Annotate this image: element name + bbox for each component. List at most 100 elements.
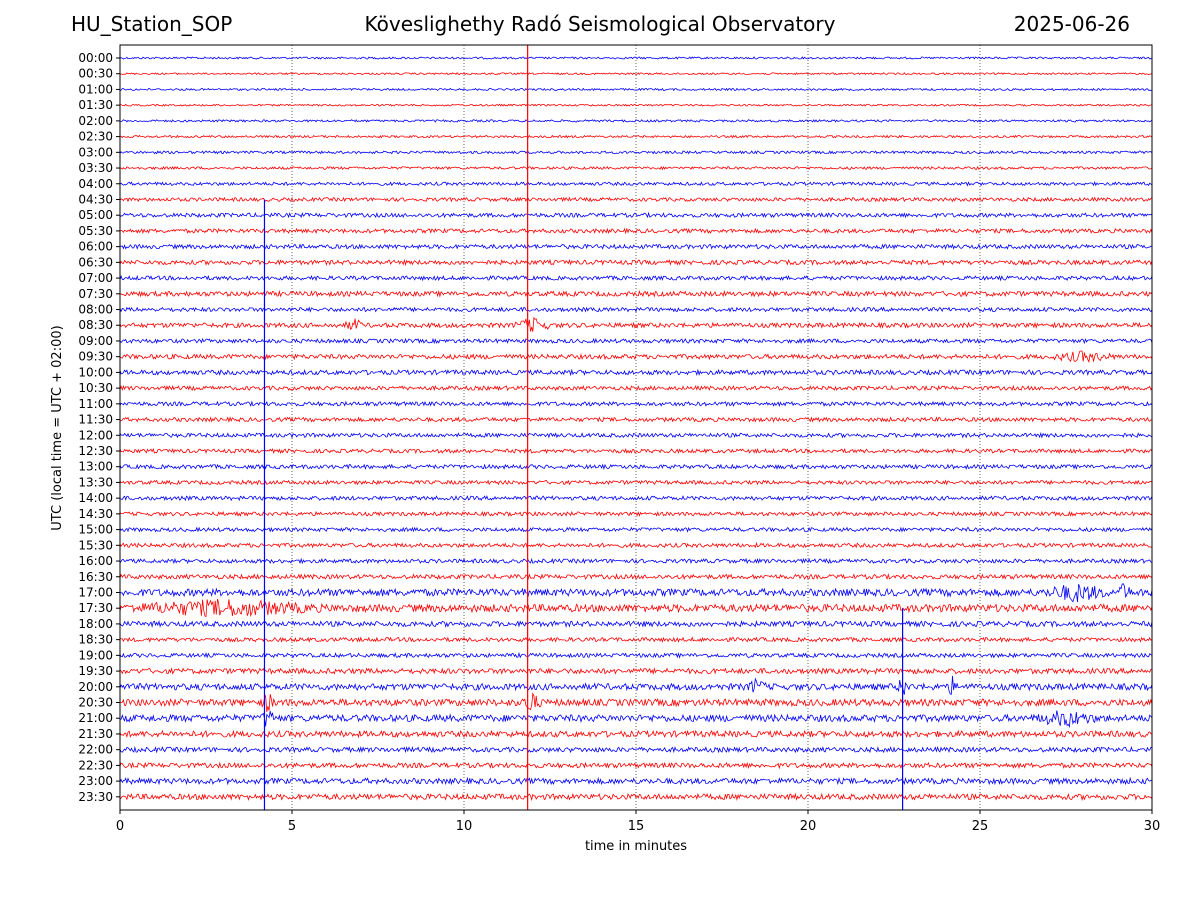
trace-row-0130 — [119, 103, 1153, 107]
chart-title: Köveslighethy Radó Seismological Observa… — [364, 12, 836, 36]
y-tick-label: 10:30 — [78, 381, 113, 395]
y-tick-label: 16:00 — [78, 554, 113, 568]
y-tick-label: 04:00 — [78, 177, 113, 191]
y-tick-label: 04:30 — [78, 192, 113, 206]
trace-row-1630 — [119, 573, 1153, 581]
y-tick-label: 03:30 — [78, 161, 113, 175]
y-tick-label: 15:00 — [78, 523, 113, 537]
trace-row-1400 — [119, 495, 1153, 502]
trace-row-2300 — [119, 776, 1153, 786]
y-tick-label: 14:30 — [78, 507, 113, 521]
y-tick-label: 23:30 — [78, 790, 113, 804]
trace-row-0400 — [119, 181, 1153, 187]
x-tick-label: 30 — [1144, 819, 1161, 834]
trace-row-1300 — [119, 463, 1153, 471]
y-tick-label: 21:00 — [78, 711, 113, 725]
y-tick-label: 19:30 — [78, 664, 113, 678]
y-tick-label: 13:30 — [78, 475, 113, 489]
trace-row-1930 — [119, 667, 1153, 675]
y-tick-label: 07:00 — [78, 271, 113, 285]
y-tick-label: 11:00 — [78, 397, 113, 411]
trace-row-0200 — [119, 119, 1153, 123]
y-tick-label: 02:00 — [78, 114, 113, 128]
y-tick-label: 06:30 — [78, 255, 113, 269]
x-tick-labels: 0 5 10 15 20 25 30 — [116, 810, 1160, 834]
trace-row-0100 — [119, 87, 1153, 92]
y-tick-label: 11:30 — [78, 413, 113, 427]
trace-row-2100 — [119, 710, 1153, 728]
y-tick-label: 03:00 — [78, 145, 113, 159]
y-tick-label: 18:30 — [78, 633, 113, 647]
y-tick-label: 12:00 — [78, 428, 113, 442]
trace-row-1730 — [119, 598, 1153, 618]
trace-row-0700 — [119, 274, 1153, 282]
trace-row-0030 — [119, 72, 1153, 76]
y-tick-label: 16:30 — [78, 570, 113, 584]
y-tick-label: 08:30 — [78, 318, 113, 332]
trace-row-0730 — [119, 289, 1153, 298]
y-tick-label: 19:00 — [78, 648, 113, 662]
grid-lines — [291, 45, 981, 810]
trace-row-0830 — [119, 316, 1153, 332]
y-tick-label: 08:00 — [78, 303, 113, 317]
y-tick-label: 17:00 — [78, 585, 113, 599]
trace-row-1500 — [119, 526, 1153, 533]
y-axis-label: UTC (local time = UTC + 02:00) — [50, 325, 65, 530]
trace-row-0530 — [119, 227, 1153, 235]
y-tick-label: 05:30 — [78, 224, 113, 238]
y-tick-label: 02:30 — [78, 130, 113, 144]
trace-row-1030 — [119, 384, 1153, 392]
y-tick-label: 22:00 — [78, 743, 113, 757]
trace-row-1800 — [119, 619, 1153, 628]
y-tick-label: 09:30 — [78, 350, 113, 364]
trace-row-1430 — [119, 510, 1153, 517]
y-tick-label: 18:00 — [78, 617, 113, 631]
y-tick-label: 22:30 — [78, 758, 113, 772]
y-tick-label: 20:00 — [78, 680, 113, 694]
trace-row-2130 — [119, 729, 1152, 739]
trace-row-1200 — [119, 432, 1153, 439]
trace-row-0900 — [119, 337, 1153, 345]
x-tick-label: 10 — [456, 819, 473, 834]
y-tick-label: 10:00 — [78, 365, 113, 379]
trace-row-1330 — [119, 479, 1153, 486]
trace-row-1700 — [119, 583, 1153, 603]
y-tick-label: 06:00 — [78, 240, 113, 254]
y-tick-label: 17:30 — [78, 601, 113, 615]
y-tick-label: 12:30 — [78, 444, 113, 458]
trace-row-1530 — [119, 541, 1153, 549]
x-tick-label: 5 — [288, 819, 296, 834]
trace-row-0000 — [119, 56, 1153, 60]
trace-row-0930 — [119, 350, 1153, 364]
trace-row-0630 — [119, 258, 1153, 266]
trace-row-0300 — [119, 150, 1153, 155]
trace-row-1600 — [119, 557, 1153, 565]
date-label: 2025-06-26 — [1013, 12, 1130, 36]
y-tick-label: 21:30 — [78, 727, 113, 741]
y-tick-label: 07:30 — [78, 287, 113, 301]
trace-row-1830 — [119, 636, 1153, 643]
trace-row-1000 — [119, 368, 1153, 377]
trace-row-2030 — [120, 692, 1153, 712]
y-tick-label: 13:00 — [78, 460, 113, 474]
trace-row-0230 — [120, 134, 1153, 139]
x-tick-label: 15 — [628, 819, 645, 834]
event-lines — [263, 45, 904, 810]
x-tick-label: 0 — [116, 819, 124, 834]
y-tick-label: 00:00 — [78, 51, 113, 65]
trace-row-2000 — [119, 675, 1153, 696]
station-label: HU_Station_SOP — [71, 12, 233, 36]
trace-row-0800 — [119, 306, 1153, 313]
y-tick-label: 23:00 — [78, 774, 113, 788]
trace-rows — [119, 56, 1153, 802]
y-tick-label: 14:00 — [78, 491, 113, 505]
trace-row-0500 — [119, 211, 1153, 219]
y-tick-label: 01:00 — [78, 82, 113, 96]
y-tick-label: 01:30 — [78, 98, 113, 112]
trace-row-1900 — [119, 652, 1153, 659]
y-tick-label: 20:30 — [78, 696, 113, 710]
trace-row-1230 — [119, 447, 1153, 455]
x-tick-label: 20 — [800, 819, 817, 834]
